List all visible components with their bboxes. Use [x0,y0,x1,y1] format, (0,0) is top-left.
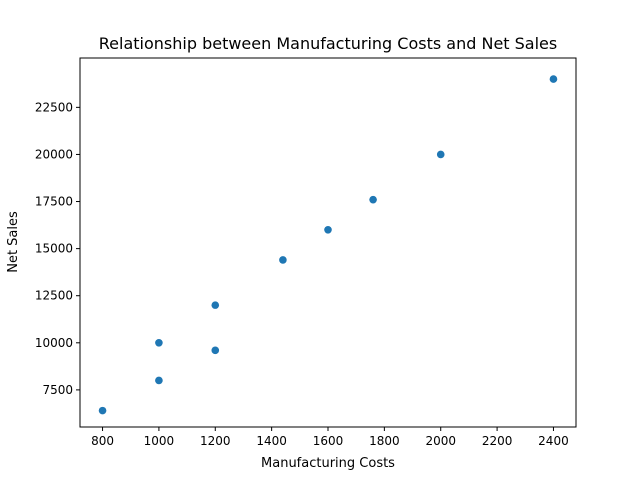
data-point [211,301,220,309]
y-tick-label: 10000 [35,336,73,350]
x-tick-label: 1400 [256,434,287,448]
y-tick-label: 17500 [35,195,73,209]
x-axis-label: Manufacturing Costs [261,456,395,471]
data-point [155,376,163,385]
x-tick-label: 1800 [369,434,400,448]
x-axis: 800 1000 1200 1400 1600 1800 2000 2200 2400 [91,427,569,448]
data-point [436,150,445,159]
x-tick-label: 1600 [313,434,344,448]
x-tick-label: 1200 [200,434,231,448]
data-point [98,406,107,415]
y-tick-label: 15000 [35,242,73,256]
y-tick-label: 22500 [35,100,73,114]
y-axis: 7500 10000 12500 15000 17500 20000 22500 [35,100,80,397]
data-point [549,75,558,83]
y-axis-label: Net Sales [6,211,21,273]
x-tick-label: 2400 [538,434,569,448]
data-points [98,75,558,415]
data-point [279,256,287,264]
data-point [324,225,332,234]
data-point [369,195,377,204]
x-tick-label: 800 [91,434,114,448]
y-tick-label: 12500 [35,289,73,303]
y-tick-label: 20000 [35,147,73,161]
y-tick-label: 7500 [42,383,73,397]
data-point [155,339,163,347]
x-tick-label: 2200 [482,434,513,448]
x-tick-label: 2000 [425,434,456,448]
data-point [211,346,220,355]
chart-title: Relationship between Manufacturing Costs… [99,34,557,53]
plot-area [79,57,577,428]
x-tick-label: 1000 [144,434,175,448]
